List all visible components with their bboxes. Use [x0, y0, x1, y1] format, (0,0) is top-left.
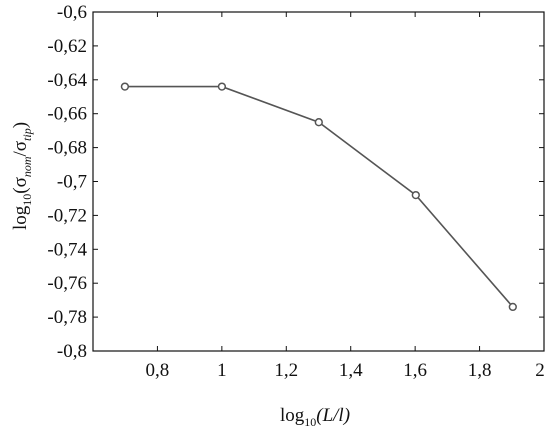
data-point: [217, 82, 227, 91]
x-tick-label: 1,4: [339, 360, 363, 381]
x-tick-label: 1: [217, 360, 227, 381]
x-axis-title: log10(L/l): [280, 405, 350, 428]
x-tick-label: 1,2: [274, 360, 298, 381]
y-tick-label: -0,76: [47, 273, 87, 294]
data-point: [120, 82, 130, 91]
y-tick-label: -0,7: [57, 172, 87, 193]
y-axis-title: log10(σnom/σtip): [10, 122, 34, 230]
y-tick-label: -0,78: [47, 307, 87, 328]
data-point: [314, 118, 323, 127]
x-tick-label: 1,6: [403, 360, 427, 381]
x-tick-label: 0,8: [146, 360, 170, 381]
data-point: [411, 190, 420, 200]
y-tick-label: -0,8: [57, 341, 87, 362]
y-tick-label: -0,74: [47, 239, 87, 260]
y-tick-label: -0,64: [47, 70, 87, 91]
x-tick-label: 1,8: [468, 360, 492, 381]
tick-labels: 0,8 1 1,2 1,4 1,6 1,8 2 -0,6 -0,62 -0,64 -0,66 -0,6…: [47, 2, 544, 381]
series-layer: [120, 82, 517, 312]
x-tick-label: 2: [535, 360, 545, 381]
y-tick-label: -0,6: [57, 2, 87, 23]
y-tick-label: -0,72: [47, 205, 87, 226]
axis-ticks: [93, 11, 545, 352]
y-tick-label: -0,66: [47, 104, 87, 125]
y-tick-label: -0,62: [47, 36, 87, 57]
data-point: [508, 302, 517, 312]
plot-frame: [92, 11, 545, 352]
y-tick-label: -0,68: [47, 138, 87, 159]
